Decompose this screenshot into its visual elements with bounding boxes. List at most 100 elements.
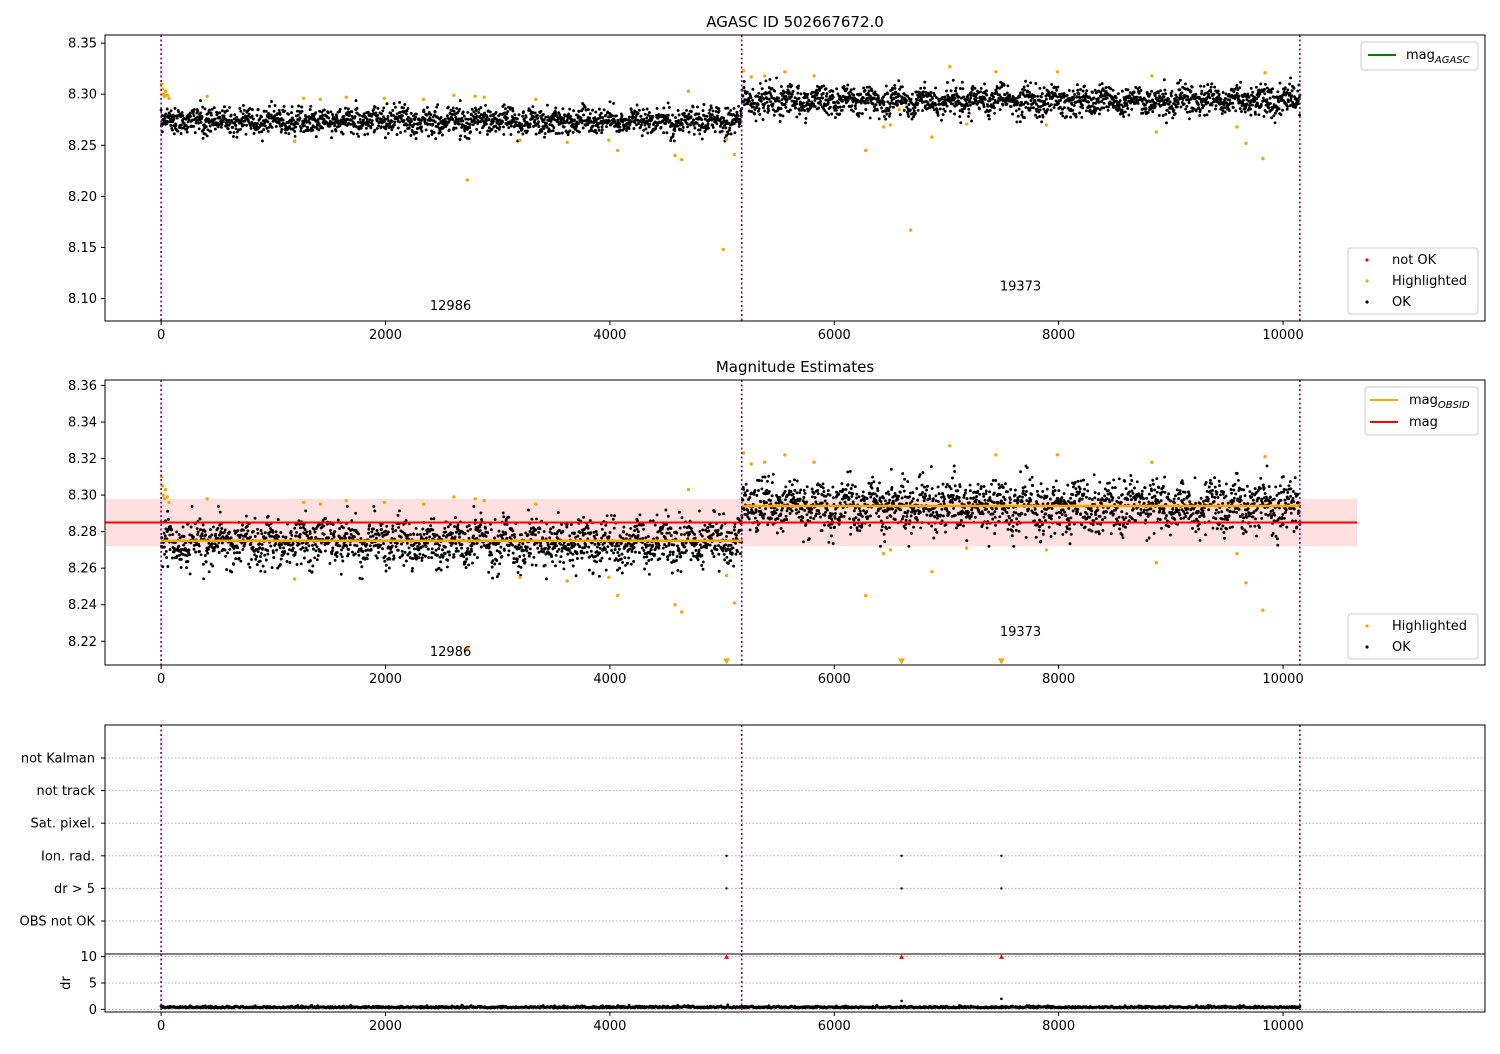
mag-estimates-ok-point (560, 550, 563, 553)
mag-estimates-ok-point (367, 532, 370, 535)
agasc-highlighted-point (422, 98, 425, 101)
mag-estimates-ok-point (437, 547, 440, 550)
agasc-ok-point (1248, 104, 1251, 107)
mag-estimates-ok-point (211, 565, 214, 568)
agasc-legend-ok-swatch (1365, 300, 1368, 303)
agasc-ok-point (725, 119, 728, 122)
mag-estimates-ok-point (370, 530, 373, 533)
mag-estimates-ok-point (207, 542, 210, 545)
agasc-ok-point (825, 95, 828, 98)
agasc-ok-point (1124, 110, 1127, 113)
agasc-ok-point (552, 126, 555, 129)
agasc-ok-point (204, 107, 207, 110)
agasc-ok-point (1270, 91, 1273, 94)
agasc-ok-point (358, 114, 361, 117)
agasc-ok-point (1176, 105, 1179, 108)
agasc-ok-point (761, 87, 764, 90)
agasc-ok-point (279, 113, 282, 116)
agasc-ok-point (1249, 114, 1252, 117)
agasc-ok-point (199, 99, 202, 102)
mag-estimates-ok-point (211, 542, 214, 545)
agasc-ok-point (1034, 82, 1037, 85)
mag-estimates-ok-point (353, 535, 356, 538)
agasc-ok-points (160, 76, 1302, 142)
agasc-ok-point (1211, 104, 1214, 107)
agasc-ok-point (1257, 113, 1260, 116)
mag-estimates-ok-point (230, 570, 233, 573)
agasc-ok-point (294, 135, 297, 138)
agasc-ok-point (989, 109, 992, 112)
agasc-ok-point (917, 109, 920, 112)
mag-estimates-ok-point (568, 534, 571, 537)
agasc-ok-point (436, 103, 439, 106)
agasc-ok-point (889, 105, 892, 108)
agasc-ok-point (390, 128, 393, 131)
agasc-ok-point (767, 105, 770, 108)
mag-estimates-ok-point (328, 562, 331, 565)
mag-estimates-ok-point (398, 509, 401, 512)
agasc-ok-point (174, 124, 177, 127)
agasc-ok-point (1094, 89, 1097, 92)
mag-estimates-ok-point (245, 532, 248, 535)
mag-estimates-ok-point (464, 532, 467, 535)
mag-estimates-ok-point (209, 528, 212, 531)
mag-estimates-ok-point (259, 555, 262, 558)
mag-estimates-ok-point (518, 555, 521, 558)
mag-estimates-ok-point (168, 533, 171, 536)
mag-estimates-ok-point (307, 544, 310, 547)
agasc-ok-point (170, 109, 173, 112)
agasc-ok-point (696, 105, 699, 108)
mag-estimates-ok-point (194, 551, 197, 554)
mag-estimates-ok-point (316, 545, 319, 548)
mag-estimates-ok-point (479, 529, 482, 532)
agasc-legend-mag-subscript: AGASC (1434, 55, 1470, 66)
agasc-ok-point (485, 120, 488, 123)
mag-estimates-ok-point (312, 528, 315, 531)
agasc-ok-point (1239, 107, 1242, 110)
agasc-ok-point (169, 124, 172, 127)
agasc-ok-point (1028, 91, 1031, 94)
agasc-ok-point (243, 109, 246, 112)
mag-estimates-ok-point (569, 559, 572, 562)
mag-estimates-ok-point (559, 543, 562, 546)
agasc-ok-point (186, 126, 189, 129)
mag-estimates-ok-point (198, 550, 201, 553)
agasc-ok-point (591, 129, 594, 132)
mag-estimates-ok-point (401, 550, 404, 553)
agasc-ok-point (630, 108, 633, 111)
mag-estimates-ok-point (571, 559, 574, 562)
mag-estimates-ok-point (280, 543, 283, 546)
mag-estimates-ok-point (425, 545, 428, 548)
mag-estimates-ok-point (576, 535, 579, 538)
mag-estimates-ok-point (395, 545, 398, 548)
agasc-ok-point (1017, 115, 1020, 118)
agasc-ok-point (975, 99, 978, 102)
agasc-ok-point (923, 81, 926, 84)
agasc-ok-point (296, 122, 299, 125)
mag-estimates-ok-point (249, 543, 252, 546)
agasc-ok-point (857, 115, 860, 118)
mag-estimates-ok-point (520, 546, 523, 549)
agasc-ok-point (1286, 108, 1289, 111)
mag-estimates-ok-point (330, 532, 333, 535)
mag-estimates-ok-point (435, 549, 438, 552)
mag-estimates-ok-point (186, 560, 189, 563)
agasc-ok-point (1174, 112, 1177, 115)
agasc-ok-point (511, 107, 514, 110)
mag-estimates-ok-point (495, 559, 498, 562)
mag-estimates-ok-point (402, 564, 405, 567)
agasc-ok-point (750, 110, 753, 113)
agasc-ok-point (233, 131, 236, 134)
agasc-ok-point (1024, 80, 1027, 83)
mag-estimates-ok-point (393, 556, 396, 559)
agasc-ok-point (808, 100, 811, 103)
agasc-ok-point (698, 132, 701, 135)
agasc-ok-point (373, 129, 376, 132)
agasc-ok-point (1069, 116, 1072, 119)
mag-estimates-ok-point (165, 550, 168, 553)
mag-estimates-ok-point (432, 517, 435, 520)
agasc-ok-point (355, 99, 358, 102)
agasc-ok-point (315, 135, 318, 138)
mag-estimates-ok-point (376, 557, 379, 560)
